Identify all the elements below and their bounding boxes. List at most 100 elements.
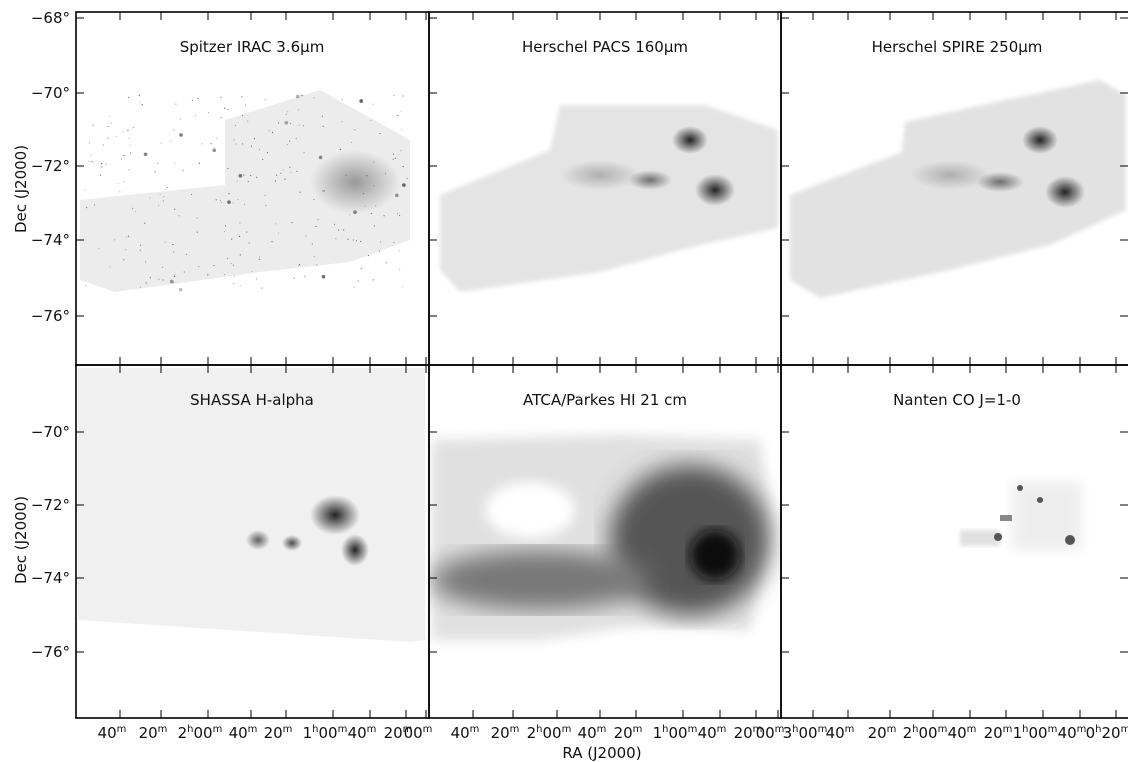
y-axis-title: Dec (J2000): [12, 496, 30, 584]
y-tick-label: −72°: [31, 496, 70, 514]
x-tick-label: 3h00m: [783, 724, 828, 742]
x-tick-label-part: 40: [451, 724, 470, 742]
x-tick-label-part: m: [338, 724, 348, 735]
x-tick-label-part: h: [912, 724, 918, 735]
x-tick-label-part: m: [248, 724, 258, 735]
x-tick-label: 20m: [868, 724, 897, 742]
x-tick-label-part: m: [818, 724, 828, 735]
x-tick-label-part: m: [510, 724, 520, 735]
panel-title: Nanten CO J=1-0: [893, 391, 1021, 409]
x-tick-label: 1h00m: [303, 724, 348, 742]
x-tick-label-part: 00: [756, 724, 775, 742]
x-tick-label-part: m: [158, 724, 168, 735]
x-tick-label-part: 20: [1102, 724, 1121, 742]
x-axis-title: RA (J2000): [562, 744, 641, 762]
x-tick-label-part: m: [1048, 724, 1058, 735]
x-tick-label: 40m: [578, 724, 607, 742]
x-tick-label-part: h: [662, 724, 668, 735]
x-tick-label-part: 40: [578, 724, 597, 742]
x-tick-label-part: h: [792, 724, 798, 735]
x-tick-label-part: 40: [948, 724, 967, 742]
x-tick-label-part: 20: [984, 724, 1003, 742]
y-tick-label: −74°: [31, 569, 70, 587]
x-tick-label-part: m: [367, 724, 377, 735]
x-tick-label: 40m: [826, 724, 855, 742]
panel-title: Herschel PACS 160μm: [522, 38, 688, 56]
x-tick-label-part: m: [845, 724, 855, 735]
x-tick-label: 20m: [139, 724, 168, 742]
x-tick-label-part: 00: [404, 724, 423, 742]
x-tick-label-part: 00: [319, 724, 338, 742]
x-tick-label: 40m: [451, 724, 480, 742]
x-tick-label: 40m: [948, 724, 977, 742]
x-tick-label-part: 20: [868, 724, 887, 742]
halpha-image: [78, 368, 425, 642]
x-tick-label-part: m: [403, 724, 413, 735]
x-tick-label-part: 00: [919, 724, 938, 742]
x-tick-label-part: m: [423, 724, 433, 735]
x-tick-label-part: 20: [139, 724, 158, 742]
y-tick-label: −76°: [31, 307, 70, 325]
x-tick-label-part: m: [753, 724, 763, 735]
x-tick-label-part: 2: [527, 724, 537, 742]
x-tick-label: 40m: [698, 724, 727, 742]
x-tick-label-part: m: [1003, 724, 1013, 735]
hi-image: [430, 435, 770, 640]
y-tick-label: −70°: [31, 423, 70, 441]
frames: [75, 11, 1128, 719]
x-tick-label-part: m: [633, 724, 643, 735]
x-tick-label-part: 20: [734, 724, 753, 742]
panel-title: ATCA/Parkes HI 21 cm: [523, 391, 687, 409]
x-tick-label-part: m: [1121, 724, 1128, 735]
x-tick-label-part: 20: [491, 724, 510, 742]
x-tick-label: 2h00m: [178, 724, 223, 742]
y-axis-title: Dec (J2000): [12, 145, 30, 233]
x-tick-label-part: m: [967, 724, 977, 735]
x-tick-label: 40m: [348, 724, 377, 742]
x-tick-label-part: m: [117, 724, 127, 735]
x-tick-label: 40m: [229, 724, 258, 742]
x-tick-label: 20m: [384, 724, 413, 742]
x-tick-label-part: m: [717, 724, 727, 735]
x-tick-label-part: m: [470, 724, 480, 735]
x-tick-label-part: h: [312, 724, 318, 735]
x-tick-label: 20m: [734, 724, 763, 742]
x-tick-label-part: 3: [783, 724, 793, 742]
x-tick-label: 20m: [984, 724, 1013, 742]
x-tick-label: 40m: [98, 724, 127, 742]
x-tick-label-part: 1: [1013, 724, 1023, 742]
y-tick-label: −74°: [31, 231, 70, 249]
x-tick-label: 20m: [614, 724, 643, 742]
co-image: [960, 482, 1082, 550]
x-tick-label-part: h: [536, 724, 542, 735]
panel-title: Spitzer IRAC 3.6μm: [180, 38, 325, 56]
x-tick-label-part: 40: [698, 724, 717, 742]
x-tick-label-part: m: [597, 724, 607, 735]
x-tick-label-part: m: [887, 724, 897, 735]
y-tick-label: −72°: [31, 157, 70, 175]
x-tick-label-part: 40: [1058, 724, 1077, 742]
x-tick-label: 00m: [404, 724, 433, 742]
x-tick-label-part: 00: [799, 724, 818, 742]
x-tick-label-part: 20: [384, 724, 403, 742]
x-tick-label-part: 1: [303, 724, 313, 742]
x-tick-label-part: 40: [826, 724, 845, 742]
x-tick-label-part: m: [938, 724, 948, 735]
y-tick-label: −76°: [31, 643, 70, 661]
x-tick-label-part: 2: [178, 724, 188, 742]
x-tick-label: 0h20m: [1086, 724, 1128, 742]
x-tick-label-part: 0: [1086, 724, 1096, 742]
x-tick-label: 2h00m: [903, 724, 948, 742]
y-tick-label: −68°: [31, 9, 70, 27]
spire-image: [790, 80, 1126, 298]
x-tick-label-part: m: [213, 724, 223, 735]
x-tick-label: 20m: [264, 724, 293, 742]
x-tick-label-part: m: [775, 724, 785, 735]
x-tick-label-part: 00: [669, 724, 688, 742]
x-tick-label-part: m: [1077, 724, 1087, 735]
x-tick-label-part: h: [1022, 724, 1028, 735]
x-tick-label-part: 00: [543, 724, 562, 742]
x-tick-label-part: 20: [614, 724, 633, 742]
x-tick-label-part: h: [1095, 724, 1101, 735]
